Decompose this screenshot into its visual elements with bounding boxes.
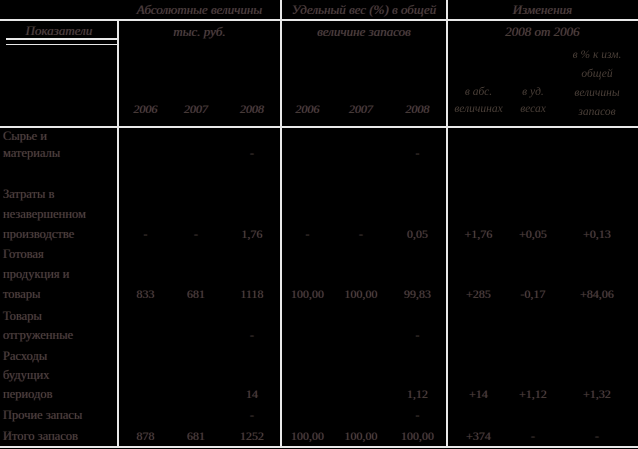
table-cell: 100,00 xyxy=(344,287,378,301)
table-cell: - xyxy=(359,227,363,241)
table-cell: -0,17 xyxy=(520,287,546,301)
table-row: Товары отгруженные - - xyxy=(0,307,638,345)
table-cell: 99,83 xyxy=(404,287,431,301)
row-label: Прочие запасы xyxy=(3,408,83,422)
table-row: Расходы будущих периодов 14 1,12 +14 +1,12 +1,3… xyxy=(0,347,638,404)
table-cell: - xyxy=(250,408,254,422)
year-header-pct-2007: 2007 xyxy=(349,102,373,116)
rule-under-subheaders xyxy=(0,126,638,128)
group-header-absolute-values: Абсолютные величины xyxy=(136,2,263,17)
table-cell: - xyxy=(250,146,254,160)
table-cell: 833 xyxy=(136,287,155,301)
table-row: Прочие запасы - - xyxy=(0,406,638,425)
table-cell: - xyxy=(595,429,599,443)
table-cell: - xyxy=(194,227,198,241)
divider-share-changes xyxy=(446,0,448,448)
table-cell: 14 xyxy=(246,387,258,401)
table-cell: - xyxy=(531,429,535,443)
change-subheader-line: запасов xyxy=(578,106,616,118)
year-header-pct-2006: 2006 xyxy=(295,102,320,116)
table-cell: - xyxy=(143,227,148,241)
divider-stub-column xyxy=(117,19,119,448)
table-cell: - xyxy=(305,227,310,241)
table-row: Итого запасов 878 681 1252 100,00 100,00 100,0… xyxy=(0,428,638,445)
group-header-changes: Изменения xyxy=(512,2,573,17)
divider-absolute-share xyxy=(280,0,282,448)
table-cell: 681 xyxy=(187,429,205,443)
table-cell: - xyxy=(415,408,420,422)
table-cell: - xyxy=(415,146,420,160)
table-cell: 0,05 xyxy=(407,227,428,241)
table-cell: 1,12 xyxy=(407,387,428,401)
table-cell: 878 xyxy=(136,429,155,443)
group-share-continuation: величине запасов xyxy=(317,24,411,39)
table-cell: +285 xyxy=(466,287,491,301)
table-cell: 1252 xyxy=(240,429,264,443)
table-cell: +374 xyxy=(466,429,491,443)
table-cell: 1118 xyxy=(240,287,264,301)
change-subheader-line: весах xyxy=(520,103,546,115)
table-cell: 681 xyxy=(187,287,205,301)
row-label: Сырье и материалы xyxy=(3,129,61,160)
table-cell: 100,00 xyxy=(344,429,378,443)
table-row: Затраты в незавершенном производстве - - 1,76… xyxy=(0,184,638,244)
change-subheader-line: общей xyxy=(581,68,613,80)
table-cell: 100,00 xyxy=(291,287,324,301)
table-cell: 1,76 xyxy=(241,227,263,241)
table-cell: +1,12 xyxy=(519,387,547,401)
rule-under-group-headers xyxy=(0,19,638,21)
table-cell: +1,32 xyxy=(583,387,611,401)
table-row: Сырье и материалы - - xyxy=(0,128,638,162)
table-cell: 100,00 xyxy=(291,429,324,443)
row-label: Товары отгруженные xyxy=(3,309,74,342)
group-header-share-percent: Удельный вес (%) в общей xyxy=(291,2,437,17)
group-changes-period: 2008 от 2006 xyxy=(505,24,580,39)
rule-bottom xyxy=(0,446,638,448)
change-subheader-line: в абс. xyxy=(464,86,493,98)
year-header-abs-2007: 2007 xyxy=(184,102,208,116)
table-cell: +1,76 xyxy=(464,227,493,241)
table-cell: - xyxy=(415,328,420,342)
table-cell: +84,06 xyxy=(580,287,614,301)
change-subheader-absolute: в абс. величинах xyxy=(447,84,510,118)
change-subheader-line: величинах xyxy=(454,103,503,115)
row-label: Готовая продукция и товары xyxy=(3,247,70,301)
stub-header-underline xyxy=(6,38,118,45)
row-label: Расходы будущих периодов xyxy=(3,349,53,401)
change-subheader-line: величины xyxy=(574,87,620,99)
table-cell: +0,13 xyxy=(583,227,611,241)
stub-header: Показатели xyxy=(25,23,93,38)
change-subheader-percent-of-total: в % к изм. общей величины запасов xyxy=(556,46,638,122)
row-label: Затраты в незавершенном производстве xyxy=(3,187,86,241)
year-header-pct-2008: 2008 xyxy=(405,102,430,116)
table-cell: +14 xyxy=(469,387,488,401)
year-header-abs-2008: 2008 xyxy=(240,102,264,116)
table-cell: 100,00 xyxy=(401,429,434,443)
table-row: Готовая продукция и товары 833 681 1118 100,00… xyxy=(0,244,638,304)
table-cell: - xyxy=(250,328,254,342)
row-label: Итого запасов xyxy=(3,429,79,443)
table-cell: +0,05 xyxy=(519,227,547,241)
year-header-abs-2006: 2006 xyxy=(133,102,158,116)
change-subheader-share: в уд. весах xyxy=(510,84,556,118)
change-subheader-line: в % к изм. xyxy=(572,49,622,61)
change-subheader-line: в уд. xyxy=(522,86,544,98)
group-absolute-units: тыс. руб. xyxy=(173,24,226,39)
